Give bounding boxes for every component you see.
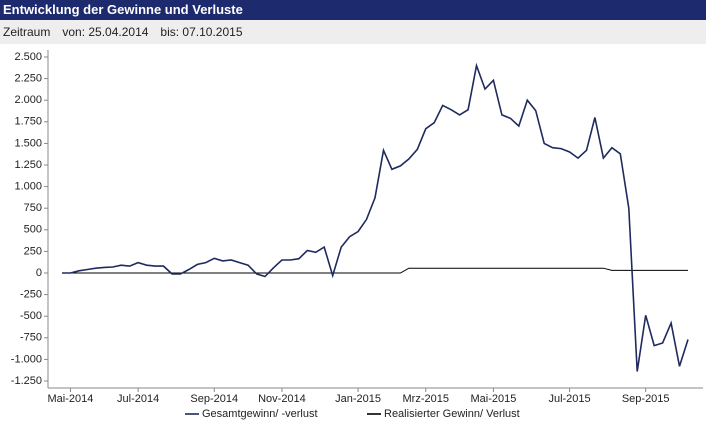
period-bar: Zeitraum von: 25.04.2014 bis: 07.10.2015 <box>0 20 706 44</box>
x-tick-label: Mai-2014 <box>48 393 94 405</box>
y-tick-label: -500 <box>20 310 42 322</box>
period-to: bis: 07.10.2015 <box>160 25 243 39</box>
y-tick-label: 1.000 <box>14 181 42 193</box>
y-tick-label: 2.000 <box>14 94 42 106</box>
period-label: Zeitraum <box>3 25 51 39</box>
y-tick-label: 1.500 <box>14 137 42 149</box>
y-tick-label: 250 <box>24 245 42 257</box>
y-tick-label: 1.250 <box>14 159 42 171</box>
y-tick-label: 1.750 <box>14 116 42 128</box>
chart: 2.500 2.250 2.000 1.750 1.500 1.250 1.000 750 50… <box>11 50 703 420</box>
series-line <box>62 267 688 274</box>
x-tick-label: Sep-2014 <box>190 393 238 405</box>
panel-title: Entwicklung der Gewinne und Verluste <box>0 0 706 20</box>
y-tick-label: 2.500 <box>14 51 42 63</box>
x-tick-label: Jan-2015 <box>335 393 381 405</box>
series-line <box>62 62 689 372</box>
y-tick-label: -250 <box>20 289 42 301</box>
x-tick-label: Mrz-2015 <box>403 393 449 405</box>
x-tick-label: Jul-2014 <box>117 393 159 405</box>
x-tick-label: Nov-2014 <box>258 393 306 405</box>
y-tick-label: 500 <box>24 224 42 236</box>
legend-label: Gesamtgewinn/ -verlust <box>202 408 318 420</box>
period-from: von: 25.04.2014 <box>62 25 149 39</box>
y-tick-label: -750 <box>20 332 42 344</box>
x-tick-label: Sep-2015 <box>622 393 670 405</box>
y-tick-label: 0 <box>36 267 42 279</box>
y-tick-label: -1.000 <box>11 353 42 365</box>
x-tick-label: Mai-2015 <box>471 393 517 405</box>
y-tick-label: 750 <box>24 202 42 214</box>
x-tick-label: Jul-2015 <box>548 393 590 405</box>
y-tick-label: 2.250 <box>14 73 42 85</box>
legend-label: Realisierter Gewinn/ Verlust <box>384 408 520 420</box>
y-tick-label: -1.250 <box>11 375 42 387</box>
